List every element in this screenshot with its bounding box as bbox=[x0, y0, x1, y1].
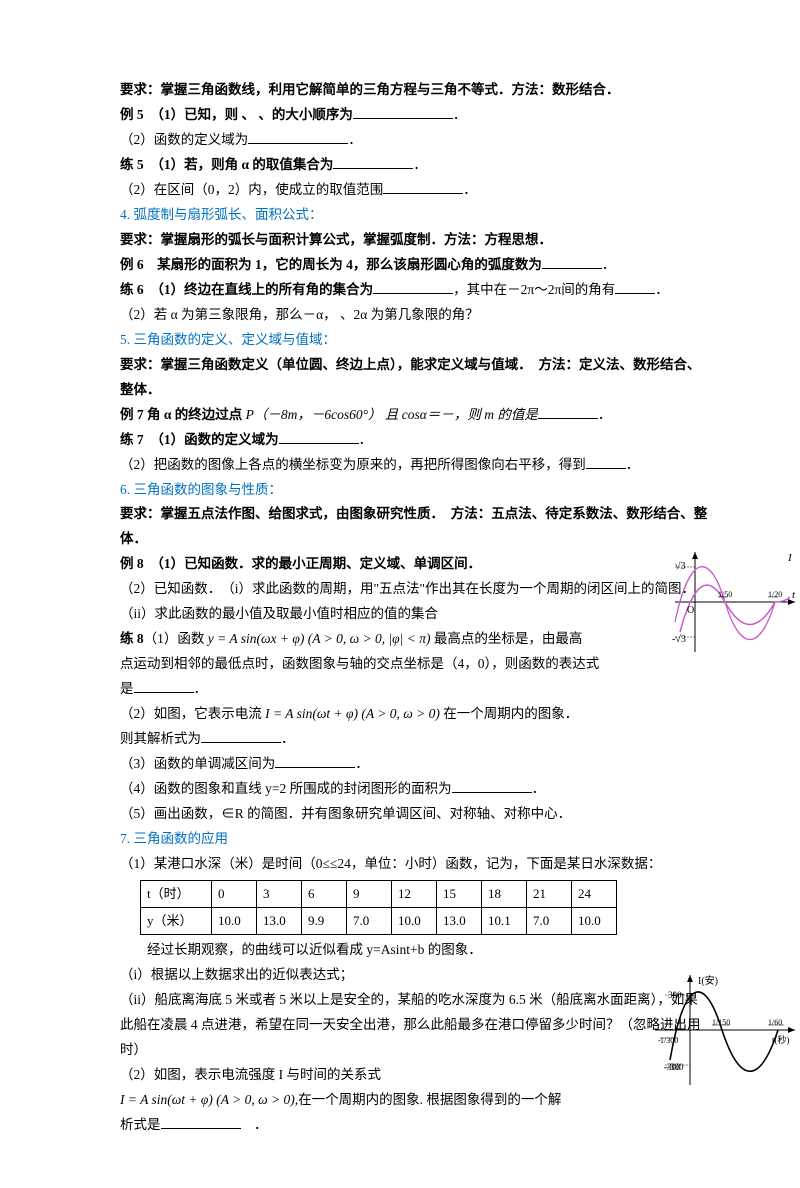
svg-text:1/300: 1/300 bbox=[660, 1036, 678, 1045]
s1-req: 要求：掌握三角函数线，利用它解简单的三角方程与三角不等式．方法：数形结合． bbox=[120, 78, 710, 103]
pr7-2: （2）把函数的图像上各点的横坐标变为原来的，再把所得图像向右平移，得到． bbox=[120, 453, 710, 478]
q1-intro: （1）某港口水深（米）是时间（0≤≤24，单位：小时）函数，记为，下面是某日水深… bbox=[120, 852, 710, 877]
pr8-2-line1: （2）如图，它表示电流 I = A sin(ωt + φ) (A > 0, ω … bbox=[120, 702, 710, 727]
s3-req: 要求：掌握三角函数定义（单位圆、终边上点），能求定义域与值域． 方法：定义法、数… bbox=[120, 353, 710, 403]
q1-ii: （ii）船底离海底 5 米或者 5 米以上是安全的，某船的吃水深度为 6.5 米… bbox=[120, 988, 710, 1063]
svg-text:I(安): I(安) bbox=[698, 974, 718, 987]
svg-text:1/60: 1/60 bbox=[768, 1018, 782, 1027]
pr8-5: （5）画出函数，∈R 的简图．并有图象研究单调区间、对称轴、对称中心． bbox=[120, 802, 710, 827]
q2-line2: I = A sin(ωt + φ) (A > 0, ω > 0),在一个周期内的… bbox=[120, 1088, 710, 1113]
svg-text:-300: -300 bbox=[664, 1062, 681, 1072]
svg-text:1/20: 1/20 bbox=[768, 590, 782, 599]
svg-text:√3: √3 bbox=[675, 561, 686, 572]
section-5-title: 5. 三角函数的定义、定义域与值域： bbox=[120, 328, 710, 353]
svg-text:-√3: -√3 bbox=[672, 634, 686, 645]
pr7-1: 练 7 （1）函数的定义域为． bbox=[120, 428, 710, 453]
document-page: 要求：掌握三角函数线，利用它解简单的三角方程与三角不等式．方法：数形结合． 例 … bbox=[0, 0, 800, 1188]
q2-line3: 析式是 ． bbox=[120, 1113, 710, 1138]
svg-text:1/50: 1/50 bbox=[718, 590, 732, 599]
pr5-2: （2）在区间（0，2）内，使成立的取值范围． bbox=[120, 178, 710, 203]
svg-text:1/150: 1/150 bbox=[712, 1018, 730, 1027]
svg-text:I: I bbox=[787, 552, 793, 564]
section-4-title: 4. 弧度制与扇形弧长、面积公式： bbox=[120, 203, 710, 228]
svg-text:t(秒): t(秒) bbox=[772, 1034, 790, 1045]
pr5-1: 练 5 （1）若，则角 α 的取值集合为． bbox=[120, 153, 710, 178]
ex5-2: （2）函数的定义域为． bbox=[120, 128, 710, 153]
pr6-1: 练 6 （1）终边在直线上的所有角的集合为，其中在－2π～2π间的角有． bbox=[120, 278, 710, 303]
table-row-data: y（米）10.013.09.97.010.013.010.17.010.0 bbox=[141, 908, 617, 935]
figure-sine-1: I t 1/50 1/20 √3 -√3 O bbox=[670, 547, 800, 666]
ex5-1: 例 5 （1）已知，则 、 、的大小顺序为． bbox=[120, 103, 710, 128]
pr8-1-line2: 点运动到相邻的最低点时，函数图象与轴的交点坐标是（4，0），则函数的表达式是． bbox=[120, 652, 710, 702]
section-7-title: 7. 三角函数的应用 bbox=[120, 827, 710, 852]
svg-text:O: O bbox=[687, 605, 694, 616]
ex8-1: 例 8 （1）已知函数．求的最小正周期、定义域、单调区间． bbox=[120, 552, 710, 577]
pr8-2-line2: 则其解析式为． bbox=[120, 727, 710, 752]
pr6-2: （2）若 α 为第三象限角，那么－α， 、2α 为第几象限的角？ bbox=[120, 303, 710, 328]
pr8-3: （3）函数的单调减区间为． bbox=[120, 752, 710, 777]
svg-text:t: t bbox=[792, 589, 796, 601]
ex6: 例 6 某扇形的面积为 1，它的周长为 4，那么该扇形圆心角的弧度数为． bbox=[120, 253, 710, 278]
q1-obs: 经过长期观察，的曲线可以近似看成 y=Asint+b 的图象． bbox=[120, 938, 710, 963]
data-table: t（时）03691215182124 y（米）10.013.09.97.010.… bbox=[140, 880, 617, 935]
ex8-2: （2）已知函数． （i）求此函数的周期，用"五点法"作出其在长度为一个周期的闭区… bbox=[120, 577, 710, 627]
pr8-4: （4）函数的图象和直线 y=2 所围成的封闭图形的面积为． bbox=[120, 777, 710, 802]
figure-sine-2: I(安) t(秒) 1/150 1/60 - 1/300 300 --300 -… bbox=[650, 970, 800, 1099]
q2-line1: （2）如图，表示电流强度 I 与时间的关系式 bbox=[120, 1063, 710, 1088]
table-row-header: t（时）03691215182124 bbox=[141, 881, 617, 908]
pr8-1-line1: 练 8（1）函数 y = A sin(ωx + φ) (A > 0, ω > 0… bbox=[120, 627, 710, 652]
s4-req: 要求：掌握五点法作图、给图求式，由图象研究性质． 方法：五点法、待定系数法、数形… bbox=[120, 502, 710, 552]
section-6-title: 6. 三角函数的图象与性质： bbox=[120, 478, 710, 503]
s2-req: 要求：掌握扇形的弧长与面积计算公式，掌握弧度制．方法：方程思想． bbox=[120, 228, 710, 253]
ex7: 例 7 角 α 的终边过点 P（－8m，－6cos60°） 且 cosα＝－，则… bbox=[120, 403, 710, 428]
q1-i: （i）根据以上数据求出的近似表达式； bbox=[120, 963, 710, 988]
